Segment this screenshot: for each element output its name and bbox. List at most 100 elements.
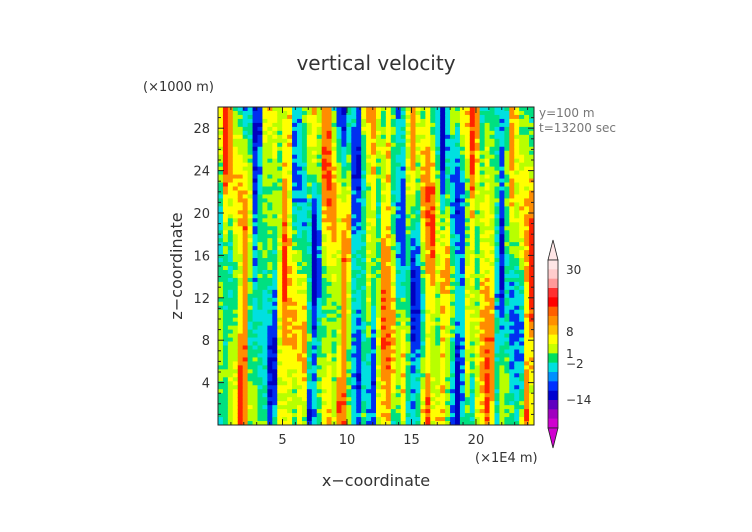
heatmap-cell (435, 321, 441, 327)
heatmap-cell (222, 250, 229, 255)
heatmap-cell (410, 285, 417, 291)
heatmap-cell (445, 405, 451, 410)
heatmap-cell (499, 130, 505, 136)
heatmap-cell (455, 158, 461, 164)
heatmap-cell (351, 210, 357, 215)
heatmap-cell (509, 110, 515, 116)
heatmap-cell (257, 134, 264, 140)
heatmap-cell (346, 210, 352, 215)
heatmap-cell (306, 107, 313, 112)
heatmap-cell (351, 365, 357, 370)
heatmap-cell (509, 150, 515, 156)
heatmap-cell (371, 142, 377, 148)
heatmap-cell (277, 293, 283, 299)
heatmap-cell (385, 202, 392, 207)
heatmap-cell (376, 190, 382, 196)
heatmap-cell (252, 218, 259, 223)
heatmap-cell (361, 138, 367, 144)
heatmap-cell (494, 230, 501, 235)
heatmap-cell (430, 194, 436, 200)
heatmap-cell (459, 162, 466, 168)
heatmap-cell (474, 234, 481, 239)
heatmap-cell (297, 385, 303, 390)
heatmap-cell (405, 126, 412, 132)
heatmap-cell (450, 317, 456, 323)
heatmap-cell (484, 389, 491, 394)
heatmap-cell (237, 234, 244, 239)
heatmap-cell (306, 262, 313, 267)
heatmap-cell (514, 373, 520, 378)
heatmap-cell (306, 369, 313, 374)
heatmap-cell (376, 226, 382, 231)
heatmap-cell (509, 158, 515, 164)
heatmap-cell (297, 301, 303, 307)
heatmap-cell (237, 134, 244, 140)
heatmap-cell (385, 349, 392, 355)
heatmap-cell (400, 397, 407, 402)
heatmap-cell (257, 361, 264, 366)
heatmap-cell (227, 226, 234, 231)
heatmap-cell (464, 389, 471, 394)
heatmap-cell (346, 194, 352, 200)
heatmap-cell (479, 154, 486, 160)
heatmap-cell (430, 174, 436, 180)
heatmap-cell (287, 389, 293, 394)
heatmap-cell (410, 142, 417, 148)
heatmap-cell (514, 361, 520, 366)
heatmap-cell (316, 218, 323, 223)
heatmap-cell (494, 309, 501, 315)
heatmap-cell (430, 266, 436, 271)
heatmap-cell (445, 142, 451, 148)
heatmap-cell (227, 178, 234, 184)
heatmap-cell (321, 341, 328, 347)
heatmap-cell (395, 266, 402, 271)
heatmap-cell (455, 110, 461, 116)
heatmap-cell (361, 246, 367, 251)
heatmap-cell (316, 266, 323, 271)
heatmap-cell (494, 107, 501, 112)
heatmap-cell (415, 329, 422, 335)
heatmap-cell (474, 417, 481, 422)
heatmap-cell (287, 158, 293, 164)
heatmap-cell (292, 178, 298, 184)
heatmap-cell (306, 254, 313, 259)
heatmap-cell (380, 210, 387, 215)
heatmap-cell (504, 158, 510, 164)
heatmap-cell (390, 126, 397, 132)
heatmap-cell (504, 373, 510, 378)
heatmap-cell (395, 222, 402, 227)
heatmap-cell (252, 182, 259, 188)
heatmap-cell (410, 250, 417, 255)
heatmap-cell (371, 230, 377, 235)
heatmap-cell (504, 206, 510, 211)
heatmap-cell (267, 174, 273, 180)
heatmap-cell (455, 345, 461, 351)
heatmap-cell (519, 349, 525, 355)
heatmap-cell (390, 262, 397, 267)
heatmap-cell (464, 130, 471, 136)
heatmap-cell (479, 194, 486, 200)
heatmap-cell (380, 166, 387, 172)
heatmap-cell (435, 349, 441, 355)
heatmap-cell (474, 158, 481, 164)
heatmap-cell (287, 273, 293, 279)
heatmap-cell (341, 297, 347, 303)
heatmap-cell (232, 122, 239, 128)
heatmap-cell (262, 409, 268, 414)
heatmap-cell (469, 321, 476, 327)
heatmap-cell (415, 122, 422, 128)
heatmap-cell (390, 162, 397, 168)
heatmap-cell (361, 297, 367, 303)
heatmap-cell (400, 198, 407, 204)
heatmap-cell (450, 190, 456, 196)
heatmap-cell (376, 162, 382, 168)
heatmap-cell (237, 293, 244, 299)
heatmap-cell (494, 182, 501, 188)
heatmap-cell (469, 389, 476, 394)
heatmap-cell (479, 385, 486, 390)
heatmap-cell (351, 194, 357, 200)
heatmap-cell (380, 293, 387, 299)
heatmap-cell (311, 337, 318, 343)
heatmap-cell (504, 393, 510, 398)
heatmap-cell (292, 349, 298, 355)
